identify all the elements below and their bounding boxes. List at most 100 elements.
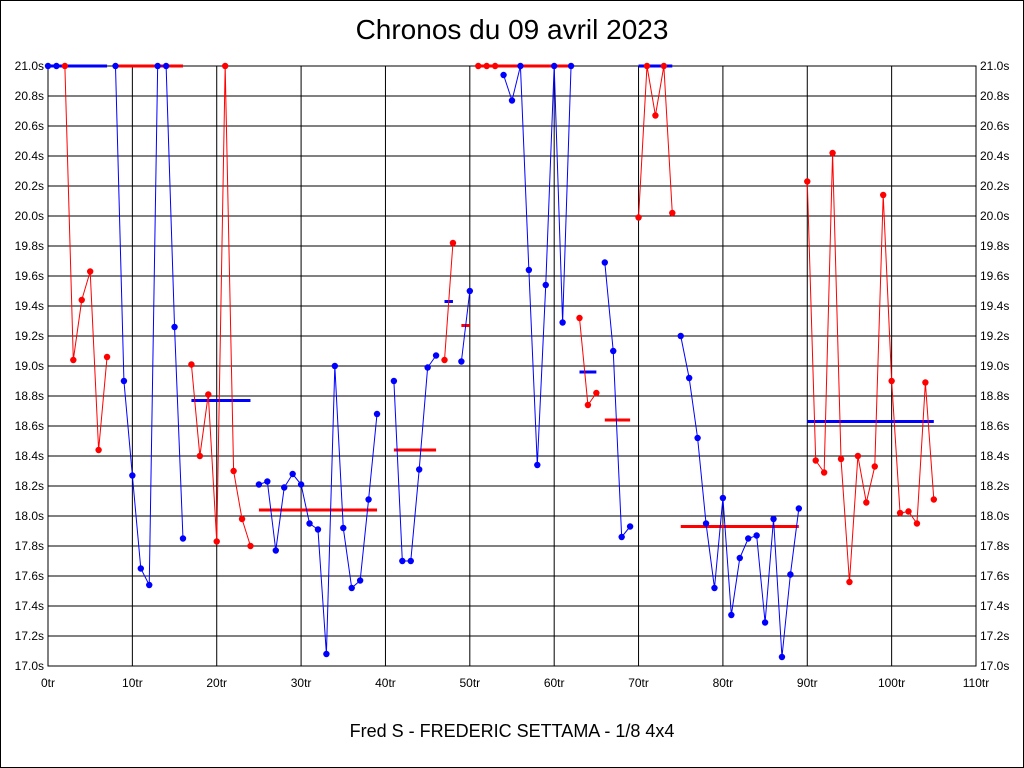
y-tick-label-right: 17.2s — [980, 629, 1009, 643]
data-point — [829, 149, 836, 157]
data-point — [542, 281, 549, 289]
data-point — [930, 496, 938, 503]
data-point — [70, 356, 77, 364]
data-point — [441, 356, 448, 364]
data-point — [154, 62, 161, 70]
data-point — [356, 577, 364, 584]
data-point — [466, 287, 474, 295]
data-point — [711, 584, 718, 592]
data-point — [795, 505, 803, 512]
data-point — [601, 259, 608, 266]
y-tick-label-left: 20.4s — [15, 149, 44, 163]
data-point — [913, 520, 921, 527]
data-point — [340, 524, 347, 532]
y-tick-label-right: 20.8s — [980, 89, 1009, 103]
data-point — [323, 650, 330, 658]
data-point — [728, 611, 735, 619]
data-point — [281, 484, 288, 491]
series-line — [680, 335, 800, 658]
y-tick-label-left: 17.6s — [15, 569, 44, 583]
data-point — [837, 455, 845, 463]
data-point — [146, 581, 153, 589]
data-point — [745, 535, 752, 542]
data-point — [593, 389, 600, 397]
y-tick-label-right: 18.8s — [980, 389, 1009, 403]
data-point — [702, 520, 710, 527]
data-point — [863, 499, 870, 506]
data-point — [812, 457, 819, 464]
y-tick-label-right: 17.0s — [980, 659, 1009, 673]
data-point — [230, 467, 237, 475]
y-tick-label-left: 20.6s — [15, 119, 44, 133]
data-point — [534, 461, 541, 469]
y-tick-label-left: 17.2s — [15, 629, 44, 643]
data-point — [86, 268, 94, 275]
x-tick-label: 110tr — [963, 676, 989, 690]
data-point — [905, 508, 912, 515]
data-point — [922, 379, 929, 386]
data-point — [137, 565, 144, 572]
y-tick-label-right: 20.6s — [980, 119, 1009, 133]
data-point — [179, 535, 187, 542]
data-point — [399, 557, 406, 565]
y-tick-label-right: 20.2s — [980, 179, 1009, 193]
series-line — [393, 355, 437, 562]
y-tick-label-right: 20.0s — [980, 209, 1009, 223]
data-point — [314, 526, 322, 533]
y-tick-label-left: 17.8s — [15, 539, 44, 553]
data-point — [846, 578, 853, 586]
chart-footer: Fred S - FREDERIC SETTAMA - 1/8 4x4 — [349, 721, 675, 741]
y-tick-label-left: 18.0s — [15, 509, 44, 523]
data-point — [188, 361, 195, 368]
series-line — [638, 65, 673, 218]
data-point — [787, 571, 794, 578]
y-tick-label-right: 17.8s — [980, 539, 1009, 553]
data-point — [289, 470, 296, 478]
data-point — [880, 191, 887, 199]
data-point — [719, 494, 727, 502]
data-point — [669, 209, 676, 217]
y-tick-label-right: 19.4s — [980, 299, 1009, 313]
data-point — [162, 62, 170, 70]
data-point — [854, 452, 862, 460]
x-tick-label: 30tr — [291, 676, 312, 690]
data-point — [559, 319, 566, 326]
x-tick-label: 70tr — [628, 676, 649, 690]
data-point — [550, 62, 558, 70]
y-tick-label-left: 19.4s — [15, 299, 44, 313]
y-tick-label-left: 19.2s — [15, 329, 44, 343]
data-point — [407, 557, 414, 565]
data-point — [761, 619, 769, 626]
data-point — [432, 352, 440, 359]
x-tick-label: 80tr — [713, 676, 734, 690]
data-point — [171, 323, 178, 331]
y-tick-label-right: 19.2s — [980, 329, 1009, 343]
data-point — [896, 509, 904, 517]
data-point — [95, 446, 102, 454]
y-tick-label-left: 17.4s — [15, 599, 44, 613]
data-point — [888, 377, 895, 385]
data-point — [331, 362, 339, 370]
x-tick-label: 50tr — [459, 676, 480, 690]
data-point — [576, 314, 583, 322]
y-tick-label-right: 21.0s — [980, 59, 1009, 73]
data-point — [753, 532, 760, 539]
x-tick-label: 20tr — [206, 676, 227, 690]
y-tick-label-right: 18.4s — [980, 449, 1009, 463]
y-tick-label-right: 20.4s — [980, 149, 1009, 163]
y-tick-label-left: 19.6s — [15, 269, 44, 283]
x-tick-label: 100tr — [878, 676, 905, 690]
data-point — [626, 523, 634, 530]
data-point — [78, 296, 85, 304]
data-point — [112, 62, 119, 70]
data-point — [804, 178, 811, 185]
data-point — [871, 463, 878, 470]
y-tick-label-right: 17.4s — [980, 599, 1009, 613]
data-point — [475, 62, 482, 70]
data-point — [584, 401, 592, 409]
data-point — [306, 520, 313, 527]
data-point — [272, 547, 279, 554]
data-point — [247, 542, 254, 550]
